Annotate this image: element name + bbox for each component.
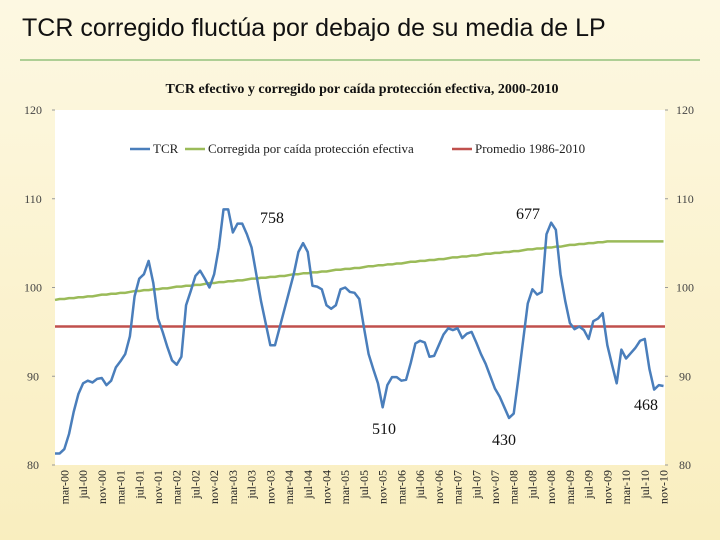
x-tick-label: nov-07 bbox=[488, 470, 502, 504]
chart-title: TCR efectivo y corregido por caída prote… bbox=[165, 82, 558, 97]
y2-tick-label: 120 bbox=[676, 103, 694, 117]
annotation: 510 bbox=[372, 421, 396, 438]
x-tick-label: nov-05 bbox=[376, 470, 390, 504]
x-tick-label: nov-09 bbox=[600, 470, 614, 504]
x-tick-label: jul-05 bbox=[357, 470, 371, 500]
series-line bbox=[55, 208, 664, 455]
x-tick-label: mar-05 bbox=[338, 470, 352, 504]
x-tick-label: jul-09 bbox=[582, 470, 596, 500]
x-tick-label: nov-03 bbox=[263, 470, 277, 504]
y-tick-label: 90 bbox=[27, 369, 39, 383]
annotation: 430 bbox=[492, 432, 516, 449]
x-tick-label: jul-08 bbox=[525, 470, 539, 500]
x-tick-label: nov-04 bbox=[319, 470, 333, 504]
annotation: 468 bbox=[634, 397, 658, 414]
x-tick-label: mar-07 bbox=[451, 470, 465, 504]
y2-tick-label: 100 bbox=[676, 281, 694, 295]
annotation: 758 bbox=[260, 210, 284, 227]
x-tick-label: mar-04 bbox=[282, 470, 296, 504]
x-tick-label: mar-06 bbox=[394, 470, 408, 504]
x-tick-label: jul-06 bbox=[413, 470, 427, 500]
y-tick-label: 120 bbox=[24, 103, 42, 117]
y-tick-label: 110 bbox=[24, 192, 42, 206]
x-tick-label: mar-02 bbox=[170, 470, 184, 504]
y-tick-label: 100 bbox=[24, 281, 42, 295]
x-tick-label: jul-00 bbox=[76, 470, 90, 500]
x-tick-label: jul-02 bbox=[188, 470, 202, 500]
x-tick-label: jul-03 bbox=[245, 470, 259, 500]
x-tick-label: jul-10 bbox=[638, 470, 652, 500]
x-tick-label: mar-00 bbox=[57, 470, 71, 504]
series-line bbox=[54, 240, 664, 302]
y-tick-label: 80 bbox=[27, 458, 39, 472]
x-tick-label: mar-09 bbox=[563, 470, 577, 504]
x-tick-label: nov-02 bbox=[207, 470, 221, 504]
x-tick-label: nov-10 bbox=[657, 470, 671, 504]
x-tick-label: mar-01 bbox=[114, 470, 128, 504]
x-tick-label: mar-10 bbox=[619, 470, 633, 504]
x-tick-label: jul-07 bbox=[469, 470, 483, 500]
legend-label: TCR bbox=[153, 141, 179, 156]
x-tick-label: nov-06 bbox=[432, 470, 446, 504]
annotation: 677 bbox=[516, 206, 540, 223]
x-tick-label: jul-01 bbox=[132, 470, 146, 500]
x-tick-label: mar-08 bbox=[507, 470, 521, 504]
x-tick-label: nov-08 bbox=[544, 470, 558, 504]
plot-area bbox=[55, 110, 665, 465]
y2-tick-label: 80 bbox=[679, 458, 691, 472]
x-tick-label: nov-01 bbox=[151, 470, 165, 504]
legend-label: Promedio 1986-2010 bbox=[475, 141, 585, 156]
legend-label: Corregida por caída protección efectiva bbox=[208, 141, 414, 156]
y2-tick-label: 90 bbox=[679, 369, 691, 383]
x-tick-label: mar-03 bbox=[226, 470, 240, 504]
y2-tick-label: 110 bbox=[676, 192, 694, 206]
x-tick-label: jul-04 bbox=[301, 470, 315, 500]
x-tick-label: nov-00 bbox=[95, 470, 109, 504]
slide-title: TCR corregido fluctúa por debajo de su m… bbox=[22, 14, 606, 42]
